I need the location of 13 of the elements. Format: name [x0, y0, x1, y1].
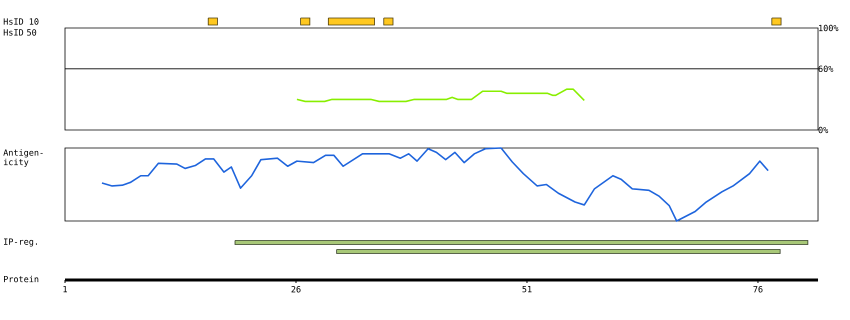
x-tick-label: 1 — [63, 286, 67, 292]
y-tick-label: 60% — [818, 66, 834, 72]
y-tick-label: HsID 10 — [4, 18, 38, 25]
y-axis-title: Antigen-icity — [3, 149, 43, 167]
y-tick-label: 0% — [818, 126, 828, 134]
x-axis-title: Protein — [4, 276, 38, 282]
y-tick-label: IP-reg. — [4, 238, 37, 247]
line-series — [296, 88, 586, 102]
y-tick-label: 100% — [819, 24, 838, 32]
y-axis-title: HsID 50 — [4, 29, 36, 36]
x-tick-label: 51 — [522, 286, 532, 292]
x-tick-label: 76 — [753, 286, 763, 292]
x-tick-label: 26 — [292, 286, 301, 292]
